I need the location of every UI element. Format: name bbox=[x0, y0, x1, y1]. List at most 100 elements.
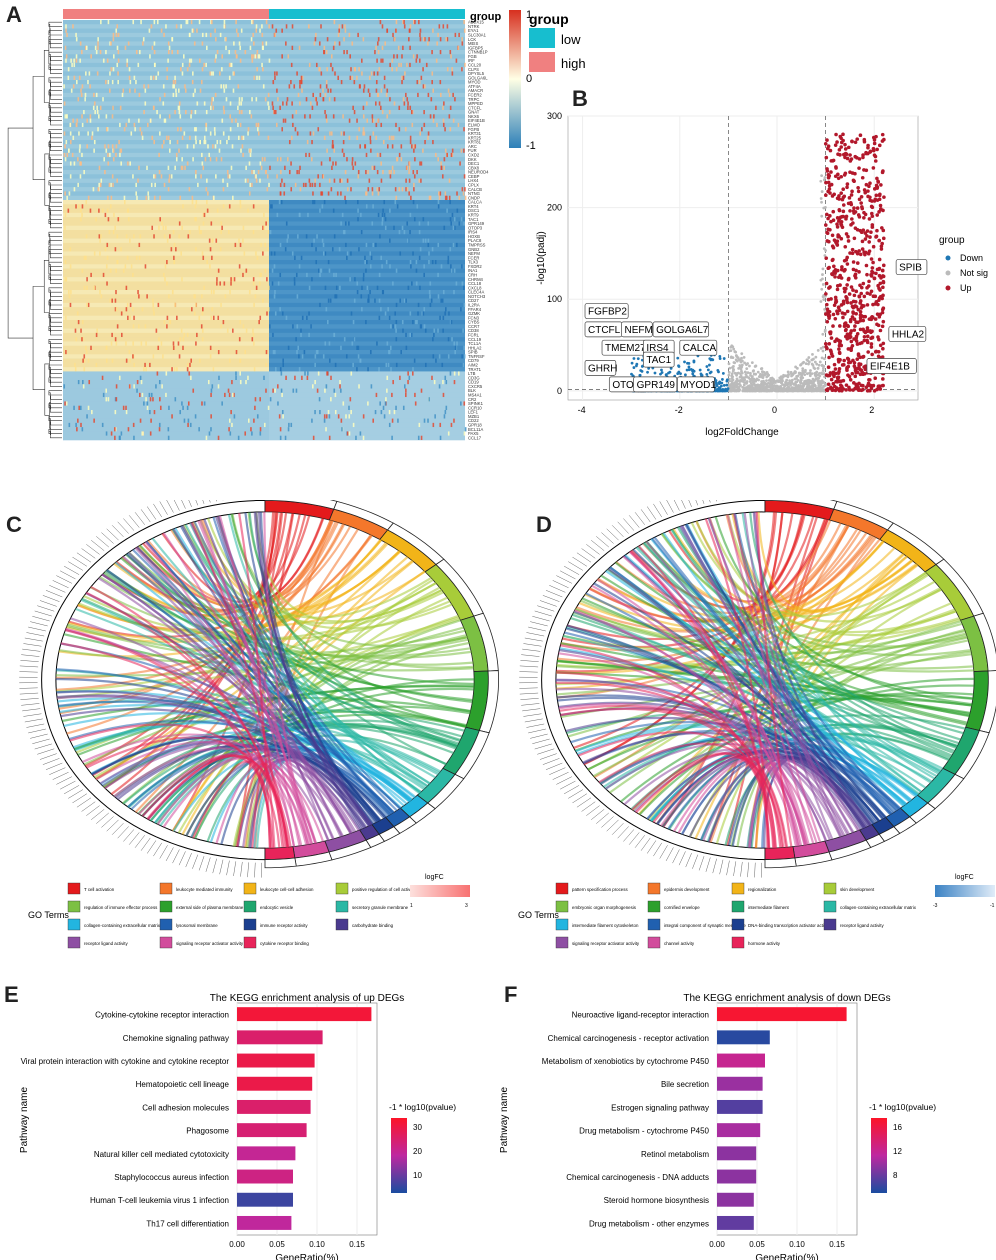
heatmap-row-right bbox=[269, 294, 465, 299]
heatmap-speckle bbox=[92, 187, 95, 192]
heatmap-speckle bbox=[192, 28, 195, 33]
volcano-point-up bbox=[837, 360, 841, 364]
heatmap-speckle bbox=[308, 152, 311, 158]
volcano-gene-label: EIF4E1B bbox=[870, 362, 910, 373]
volcano-point-up bbox=[855, 357, 860, 362]
volcano-point-notsig bbox=[737, 389, 741, 392]
volcano-point-up bbox=[827, 265, 831, 270]
volcano-point-up bbox=[830, 194, 835, 198]
volcano-point-notsig bbox=[811, 363, 815, 367]
heatmap-speckle bbox=[409, 230, 411, 235]
heatmap-speckle bbox=[418, 221, 421, 226]
heatmap-speckle bbox=[449, 247, 452, 252]
heatmap-speckle bbox=[211, 20, 213, 25]
volcano-point-down bbox=[718, 380, 722, 384]
chord-gene-tick bbox=[52, 771, 69, 780]
heatmap-speckle bbox=[292, 122, 294, 128]
heatmap-speckle bbox=[73, 405, 75, 410]
heatmap-speckle bbox=[418, 422, 421, 428]
heatmap-speckle bbox=[315, 32, 317, 38]
heatmap-speckle bbox=[83, 255, 86, 260]
heatmap-speckle bbox=[387, 307, 389, 312]
heatmap-speckle bbox=[164, 277, 166, 282]
chord-gene-tick bbox=[22, 648, 41, 652]
heatmap-speckle bbox=[408, 37, 410, 42]
gene-label: NKX6 bbox=[468, 114, 480, 119]
heatmap-speckle bbox=[79, 58, 81, 63]
heatmap-speckle bbox=[196, 101, 199, 106]
heatmap-speckle bbox=[209, 71, 212, 76]
heatmap-row-right bbox=[269, 71, 465, 77]
heatmap-speckle bbox=[228, 174, 231, 179]
chord-ribbon bbox=[147, 521, 337, 607]
heatmap-speckle bbox=[219, 71, 221, 76]
heatmap-speckle bbox=[326, 148, 328, 153]
heatmap-speckle bbox=[296, 294, 299, 299]
heatmap-speckle bbox=[255, 178, 258, 183]
panel-letter-d: D bbox=[536, 512, 552, 537]
heatmap-speckle bbox=[112, 157, 115, 162]
heatmap-speckle bbox=[153, 234, 155, 239]
heatmap-speckle bbox=[184, 165, 186, 170]
heatmap-speckle bbox=[433, 332, 435, 338]
gene-label: CTNNB1P bbox=[468, 50, 488, 55]
heatmap-speckle bbox=[318, 268, 320, 273]
heatmap-row-left bbox=[63, 251, 269, 257]
heatmap-speckle bbox=[394, 324, 397, 329]
heatmap-row-left bbox=[63, 28, 269, 34]
heatmap-row-left bbox=[63, 277, 269, 282]
heatmap-row-left bbox=[63, 88, 269, 94]
gene-label: CBX8 bbox=[468, 165, 480, 170]
heatmap-speckle bbox=[439, 80, 442, 85]
heatmap-speckle bbox=[151, 225, 154, 230]
volcano-point-up bbox=[876, 354, 881, 359]
heatmap-speckle bbox=[389, 208, 391, 213]
heatmap-speckle bbox=[65, 24, 67, 29]
heatmap-speckle bbox=[208, 431, 211, 436]
heatmap-speckle bbox=[162, 101, 165, 106]
heatmap-speckle bbox=[188, 62, 191, 68]
heatmap-speckle bbox=[241, 144, 244, 149]
heatmap-speckle bbox=[291, 114, 294, 119]
heatmap-speckle bbox=[108, 230, 111, 235]
heatmap-speckle bbox=[394, 187, 397, 192]
heatmap-speckle bbox=[127, 427, 130, 432]
heatmap-speckle bbox=[341, 148, 344, 153]
heatmap-speckle bbox=[114, 410, 117, 415]
volcano-point-up bbox=[858, 283, 862, 288]
heatmap-speckle bbox=[396, 54, 399, 59]
heatmap-speckle bbox=[368, 178, 371, 183]
heatmap-row-right bbox=[269, 54, 465, 59]
heatmap-speckle bbox=[182, 204, 184, 209]
heatmap-speckle bbox=[81, 204, 84, 209]
heatmap-speckle bbox=[389, 97, 391, 102]
volcano-point-down bbox=[660, 368, 663, 372]
volcano-point-notsig bbox=[748, 380, 752, 384]
heatmap-row-left bbox=[63, 200, 269, 205]
heatmap-speckle bbox=[383, 200, 386, 205]
heatmap-speckle bbox=[319, 67, 321, 72]
heatmap-speckle bbox=[229, 114, 231, 119]
heatmap-speckle bbox=[177, 341, 180, 346]
heatmap-speckle bbox=[256, 50, 259, 55]
heatmap-speckle bbox=[155, 328, 158, 333]
heatmap-speckle bbox=[187, 418, 190, 423]
heatmap-speckle bbox=[210, 101, 213, 106]
volcano-point-up bbox=[863, 250, 868, 255]
heatmap-speckle bbox=[313, 200, 316, 205]
heatmap-speckle bbox=[85, 350, 88, 355]
heatmap-speckle bbox=[176, 50, 179, 55]
heatmap-speckle bbox=[247, 178, 249, 183]
heatmap-speckle bbox=[333, 388, 336, 393]
heatmap-speckle bbox=[338, 41, 341, 46]
volcano-point-up bbox=[868, 149, 873, 154]
heatmap-row-right bbox=[269, 225, 465, 231]
heatmap-speckle bbox=[145, 195, 148, 200]
heatmap-speckle bbox=[194, 110, 197, 115]
gene-label: LTB bbox=[468, 371, 476, 376]
heatmap-speckle bbox=[349, 277, 351, 282]
volcano-point-notsig bbox=[741, 379, 745, 383]
heatmap-speckle bbox=[356, 290, 359, 295]
heatmap-speckle bbox=[279, 272, 282, 278]
heatmap-speckle bbox=[201, 307, 204, 312]
